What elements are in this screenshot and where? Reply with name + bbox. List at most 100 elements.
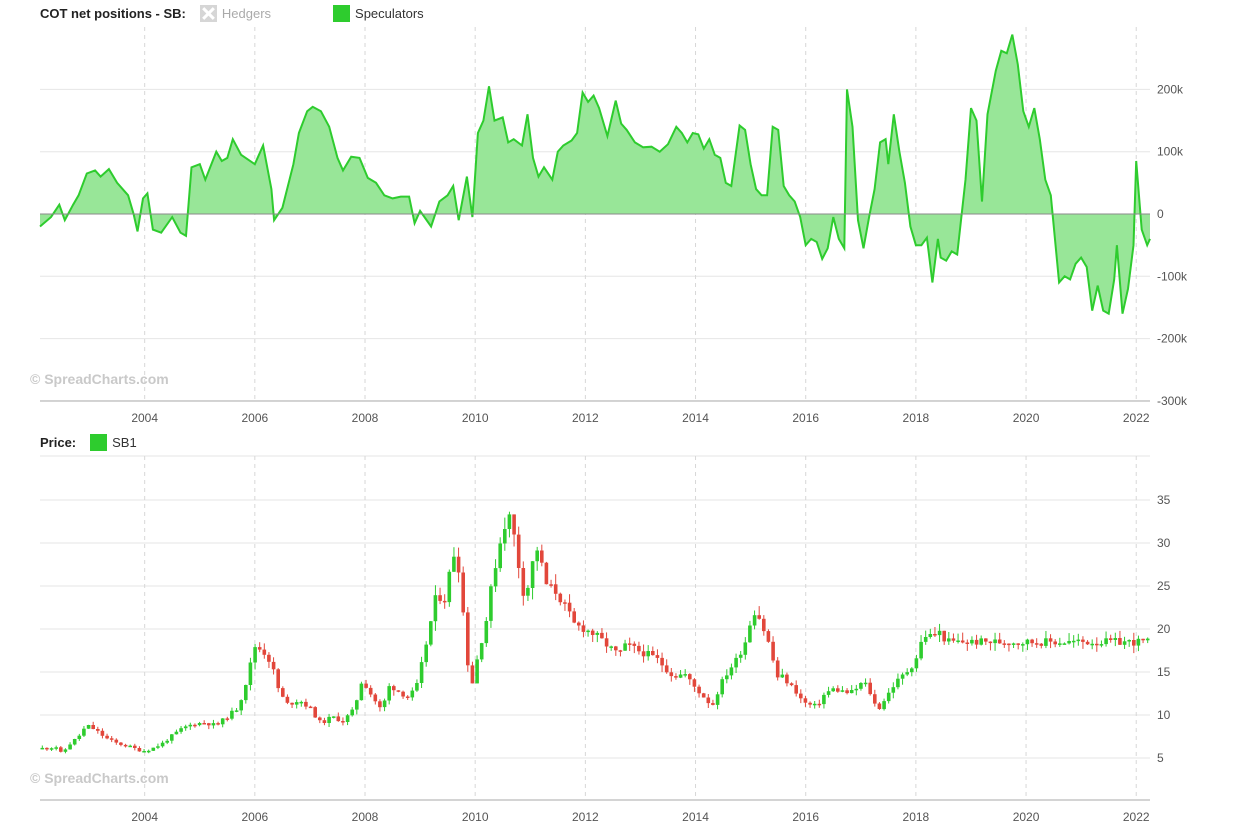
candle-down bbox=[711, 703, 715, 705]
candle-down bbox=[877, 703, 882, 709]
candle-down bbox=[521, 568, 526, 596]
candle-down bbox=[225, 718, 230, 720]
candle-up bbox=[849, 690, 854, 694]
legend-label-hedgers: Hedgers bbox=[221, 6, 272, 21]
candle-down bbox=[267, 654, 271, 662]
candle-down bbox=[577, 622, 581, 626]
candle-down bbox=[281, 688, 285, 697]
candle-down bbox=[785, 674, 789, 684]
legend-item-hedgers[interactable]: Hedgers bbox=[199, 5, 272, 22]
y-tick-label: 20 bbox=[1157, 622, 1171, 636]
candle-down bbox=[942, 630, 946, 642]
candle-down bbox=[590, 630, 595, 635]
x-tick-label: 2014 bbox=[682, 411, 709, 425]
candle-up bbox=[752, 615, 757, 626]
cot-panel-plot bbox=[39, 34, 1151, 316]
series-swatch-icon bbox=[90, 434, 108, 451]
candle-down bbox=[558, 593, 563, 603]
candle-down bbox=[817, 703, 822, 706]
candle-down bbox=[461, 572, 465, 613]
candle-up bbox=[72, 739, 77, 745]
candle-down bbox=[276, 669, 280, 689]
candle-down bbox=[193, 724, 197, 727]
candle-down bbox=[627, 643, 632, 645]
candle-down bbox=[567, 602, 572, 612]
candle-up bbox=[1058, 643, 1062, 645]
candle-up bbox=[840, 690, 845, 692]
watermark-cot: © SpreadCharts.com bbox=[30, 371, 169, 387]
candle-up bbox=[609, 646, 613, 648]
candle-down bbox=[581, 625, 586, 632]
candle-up bbox=[1062, 643, 1067, 645]
candle-down bbox=[688, 674, 692, 680]
candle-down bbox=[808, 702, 812, 705]
candle-up bbox=[68, 744, 72, 750]
candle-down bbox=[1132, 640, 1136, 646]
candle-up bbox=[729, 667, 734, 676]
candle-down bbox=[207, 723, 211, 726]
candle-up bbox=[748, 625, 752, 643]
candle-down bbox=[974, 639, 979, 645]
candle-up bbox=[928, 634, 933, 637]
candle-up bbox=[54, 747, 58, 749]
candle-down bbox=[91, 725, 95, 729]
x-tick-label: 2020 bbox=[1013, 810, 1040, 824]
candle-up bbox=[82, 728, 86, 736]
candle-down bbox=[378, 701, 382, 708]
candle-down bbox=[123, 744, 128, 747]
candle-up bbox=[891, 687, 896, 693]
candle-down bbox=[873, 694, 877, 704]
cot-panel-axes: 200k 100k 0 -100k -200k -300k 2004 2006 2008 2010… bbox=[40, 82, 1188, 425]
y-tick-label: 100k bbox=[1157, 145, 1184, 159]
candle-down bbox=[845, 690, 849, 694]
candle-down bbox=[1016, 643, 1020, 645]
y-tick-label: 10 bbox=[1157, 708, 1171, 722]
candle-down bbox=[674, 676, 678, 678]
price-panel-title: Price: bbox=[40, 435, 77, 450]
legend-item-speculators[interactable]: Speculators bbox=[333, 5, 424, 22]
x-tick-label: 2006 bbox=[241, 411, 268, 425]
candle-down bbox=[1095, 643, 1099, 646]
candle-up bbox=[248, 662, 253, 685]
candle-down bbox=[637, 645, 641, 652]
x-tick-label: 2016 bbox=[792, 810, 819, 824]
candle-up bbox=[859, 683, 863, 689]
candle-down bbox=[442, 600, 447, 603]
candle-down bbox=[965, 642, 970, 644]
candle-down bbox=[706, 697, 711, 704]
candle-down bbox=[697, 686, 701, 694]
candle-up bbox=[419, 662, 424, 683]
candle-up bbox=[415, 683, 419, 691]
candle-up bbox=[498, 543, 502, 569]
candle-down bbox=[1007, 643, 1011, 646]
candle-up bbox=[410, 690, 415, 698]
x-tick-label: 2012 bbox=[572, 411, 599, 425]
candle-up bbox=[734, 657, 738, 668]
candle-up bbox=[586, 630, 590, 633]
candle-up bbox=[142, 751, 146, 753]
candle-down bbox=[470, 665, 475, 684]
speculators-area bbox=[40, 34, 1150, 314]
candle-down bbox=[563, 602, 567, 604]
series-swatch-icon bbox=[333, 5, 351, 22]
candle-down bbox=[257, 647, 262, 650]
candle-down bbox=[789, 683, 794, 686]
candle-up bbox=[780, 674, 785, 678]
candle-down bbox=[392, 686, 396, 691]
legend-item-sb1[interactable]: SB1 bbox=[90, 434, 137, 451]
candle-down bbox=[512, 514, 516, 535]
candle-up bbox=[725, 675, 729, 680]
candle-up bbox=[900, 674, 905, 679]
x-tick-label: 2018 bbox=[903, 411, 930, 425]
candle-down bbox=[304, 701, 308, 707]
candle-up bbox=[535, 550, 539, 562]
candle-down bbox=[984, 638, 988, 642]
y-tick-label: 15 bbox=[1157, 665, 1171, 679]
candle-down bbox=[133, 745, 137, 748]
candle-up bbox=[1104, 638, 1108, 645]
candle-down bbox=[516, 534, 521, 568]
candle-up bbox=[151, 747, 156, 751]
speculators-line bbox=[39, 34, 1151, 316]
x-tick-label: 2008 bbox=[352, 411, 379, 425]
candle-up bbox=[433, 595, 438, 622]
